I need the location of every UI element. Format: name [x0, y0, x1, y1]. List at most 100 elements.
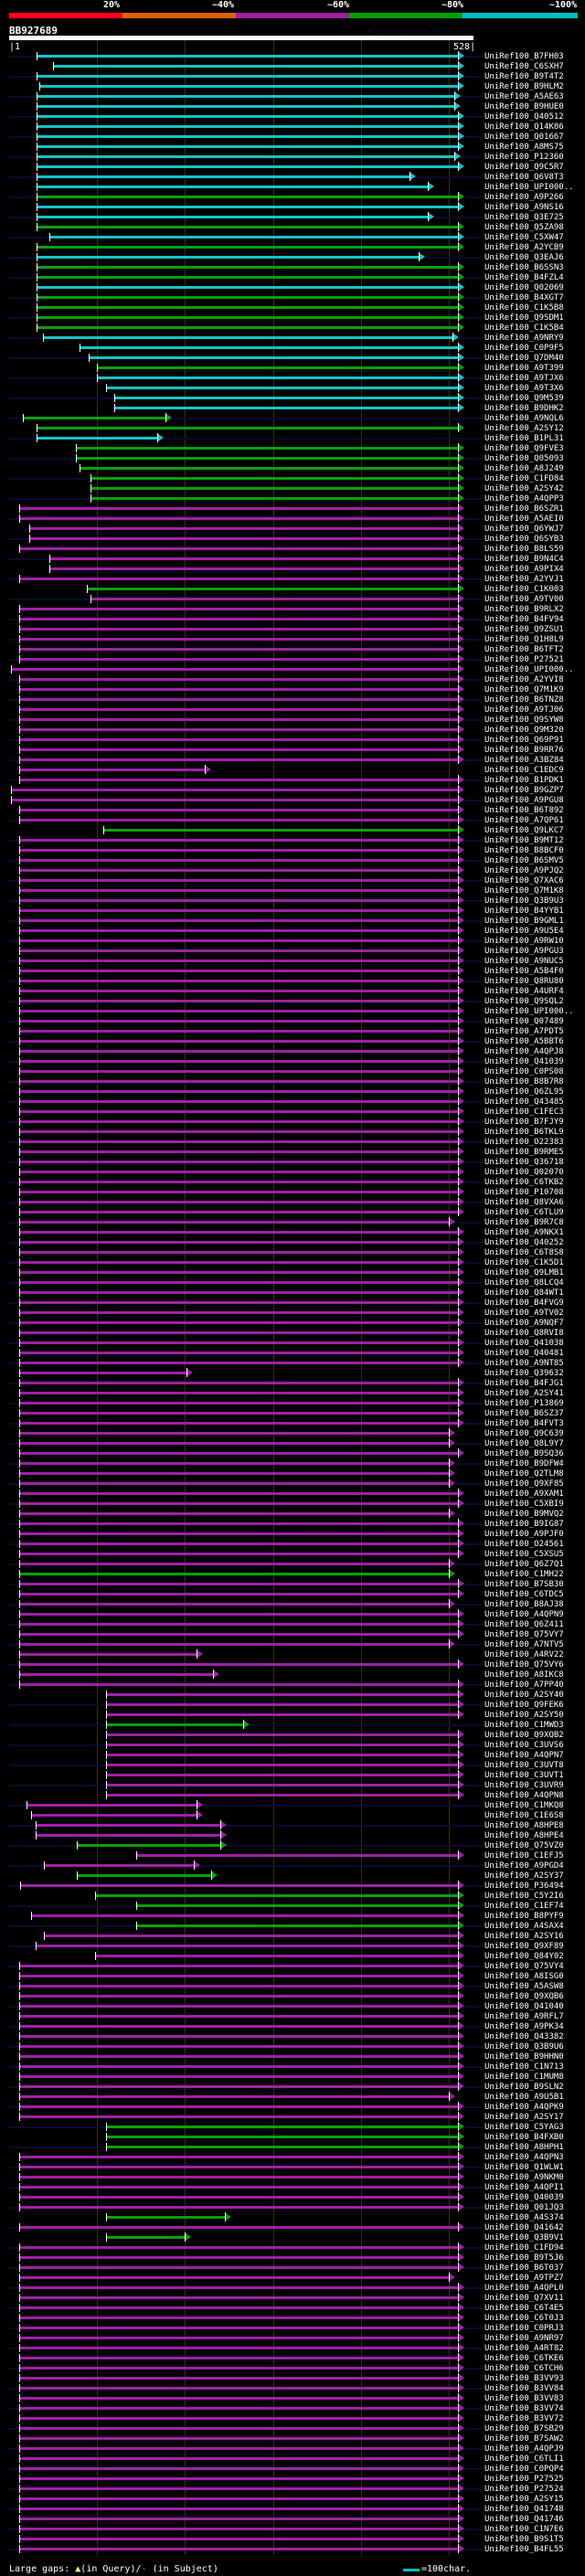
alignment-bar[interactable]	[18, 1643, 450, 1646]
hit-row[interactable]: UniRef100_B8BCF0	[0, 845, 585, 856]
hit-row[interactable]: UniRef100_UPI000..	[0, 182, 585, 193]
alignment-bar[interactable]	[18, 2397, 458, 2400]
hit-row[interactable]: UniRef100_A9TV00	[0, 594, 585, 605]
alignment-bar[interactable]	[18, 970, 458, 972]
hit-row[interactable]: UniRef100_A9PGD4	[0, 1860, 585, 1871]
hit-row[interactable]: UniRef100_C6T8S8	[0, 1247, 585, 1258]
hit-label[interactable]: UniRef100_B7SB29	[484, 2424, 564, 2433]
alignment-bar[interactable]	[36, 437, 157, 440]
hit-row[interactable]: UniRef100_C1K5B4	[0, 323, 585, 334]
hit-label[interactable]: UniRef100_C1MWD3	[484, 1721, 564, 1730]
hit-label[interactable]: UniRef100_B9HLM2	[484, 82, 564, 91]
hit-label[interactable]: UniRef100_A8J249	[484, 464, 564, 473]
hit-label[interactable]: UniRef100_O24561	[484, 1540, 564, 1549]
hit-label[interactable]: UniRef100_Q9XF89	[484, 1942, 564, 1951]
hit-label[interactable]: UniRef100_C6TKE6	[484, 2354, 564, 2363]
alignment-bar[interactable]	[44, 1935, 458, 1937]
hit-label[interactable]: UniRef100_B6T892	[484, 806, 564, 815]
hit-row[interactable]: UniRef100_Q9M320	[0, 725, 585, 736]
hit-label[interactable]: UniRef100_B9GZP7	[484, 786, 564, 795]
hit-label[interactable]: UniRef100_A9NS16	[484, 203, 564, 212]
hit-label[interactable]: UniRef100_B3VV83	[484, 2394, 564, 2403]
hit-label[interactable]: UniRef100_A8MS75	[484, 143, 564, 152]
hit-row[interactable]: UniRef100_C1EF74	[0, 1901, 585, 1912]
hit-label[interactable]: UniRef100_A9RW10	[484, 937, 564, 946]
hit-row[interactable]: UniRef100_C5YAG3	[0, 2122, 585, 2133]
alignment-bar[interactable]	[18, 2427, 458, 2430]
hit-row[interactable]: UniRef100_Q9XQB2	[0, 1730, 585, 1741]
hit-label[interactable]: UniRef100_A2SY42	[484, 484, 564, 493]
hit-row[interactable]: UniRef100_Q84Y02	[0, 1951, 585, 1962]
alignment-bar[interactable]	[18, 2316, 458, 2319]
alignment-bar[interactable]	[18, 1563, 450, 1565]
hit-row[interactable]: UniRef100_Q9C5R7	[0, 162, 585, 173]
hit-label[interactable]: UniRef100_Q02070	[484, 1168, 564, 1177]
alignment-bar[interactable]	[18, 2085, 458, 2088]
alignment-bar[interactable]	[18, 2246, 458, 2249]
hit-row[interactable]: UniRef100_B3VV74	[0, 2403, 585, 2414]
alignment-bar[interactable]	[18, 2286, 458, 2289]
hit-row[interactable]: UniRef100_A2SY17	[0, 2112, 585, 2123]
hit-row[interactable]: UniRef100_Q69P91	[0, 735, 585, 746]
alignment-bar[interactable]	[18, 1412, 458, 1415]
alignment-bar[interactable]	[31, 1914, 458, 1917]
hit-label[interactable]: UniRef100_A2SY16	[484, 1932, 564, 1941]
alignment-bar[interactable]	[18, 990, 458, 992]
alignment-bar[interactable]	[95, 1894, 458, 1897]
alignment-bar[interactable]	[18, 2055, 458, 2058]
alignment-bar[interactable]	[18, 1663, 458, 1666]
alignment-bar[interactable]	[97, 366, 458, 369]
alignment-bar[interactable]	[18, 1070, 458, 1073]
hit-row[interactable]: UniRef100_B9T5J6	[0, 2253, 585, 2263]
hit-label[interactable]: UniRef100_A5ASW8	[484, 1982, 564, 1991]
alignment-bar[interactable]	[36, 175, 410, 178]
alignment-bar[interactable]	[18, 1382, 458, 1384]
hit-label[interactable]: UniRef100_A4QPJ9	[484, 2444, 564, 2454]
alignment-bar[interactable]	[18, 2387, 458, 2390]
hit-row[interactable]: UniRef100_C6TLI1	[0, 2454, 585, 2465]
hit-row[interactable]: UniRef100_Q9XF89	[0, 1941, 585, 1952]
hit-row[interactable]: UniRef100_C3UVR9	[0, 1780, 585, 1791]
hit-label[interactable]: UniRef100_Q07489	[484, 1017, 564, 1026]
hit-row[interactable]: UniRef100_P12360	[0, 152, 585, 163]
hit-row[interactable]: UniRef100_A2SY16	[0, 1931, 585, 1942]
hit-row[interactable]: UniRef100_A9PK34	[0, 2021, 585, 2032]
hit-label[interactable]: UniRef100_A9PGU3	[484, 947, 564, 956]
hit-row[interactable]: UniRef100_B9N4C4	[0, 554, 585, 565]
alignment-bar[interactable]	[36, 135, 458, 138]
hit-label[interactable]: UniRef100_Q9SDM1	[484, 313, 564, 323]
hit-row[interactable]: UniRef100_A2SY15	[0, 2494, 585, 2505]
alignment-bar[interactable]	[76, 447, 458, 450]
alignment-bar[interactable]	[18, 909, 458, 912]
hit-label[interactable]: UniRef100_B8B7R8	[484, 1077, 564, 1087]
alignment-bar[interactable]	[18, 2206, 458, 2209]
alignment-bar[interactable]	[18, 758, 458, 761]
hit-label[interactable]: UniRef100_B9SQ36	[484, 1449, 564, 1458]
hit-row[interactable]: UniRef100_A4QPN7	[0, 1750, 585, 1761]
hit-row[interactable]: UniRef100_C1N7E6	[0, 2524, 585, 2535]
hit-row[interactable]: UniRef100_A9PGU8	[0, 795, 585, 806]
alignment-bar[interactable]	[135, 1854, 458, 1857]
hit-label[interactable]: UniRef100_P12360	[484, 153, 564, 162]
hit-label[interactable]: UniRef100_B1PL31	[484, 434, 564, 443]
hit-row[interactable]: UniRef100_Q8RU80	[0, 976, 585, 987]
alignment-bar[interactable]	[18, 1542, 458, 1545]
hit-label[interactable]: UniRef100_Q8RU80	[484, 977, 564, 986]
hit-label[interactable]: UniRef100_A3BZ84	[484, 756, 564, 765]
hit-label[interactable]: UniRef100_B6TKL9	[484, 1128, 564, 1137]
hit-label[interactable]: UniRef100_C1K5D1	[484, 1258, 564, 1267]
hit-label[interactable]: UniRef100_B9RLX2	[484, 605, 564, 614]
alignment-bar[interactable]	[18, 1120, 458, 1123]
alignment-bar[interactable]	[18, 2095, 450, 2098]
hit-row[interactable]: UniRef100_O22383	[0, 1137, 585, 1148]
hit-label[interactable]: UniRef100_Q3EAJ6	[484, 253, 564, 262]
hit-row[interactable]: UniRef100_Q9SDM1	[0, 313, 585, 323]
hit-label[interactable]: UniRef100_B9HHN0	[484, 2052, 564, 2062]
hit-label[interactable]: UniRef100_Q01667	[484, 133, 564, 142]
alignment-bar[interactable]	[18, 1140, 458, 1143]
hit-row[interactable]: UniRef100_B9SQ36	[0, 1448, 585, 1459]
alignment-bar[interactable]	[105, 2125, 458, 2128]
hit-label[interactable]: UniRef100_A9PGD4	[484, 1861, 564, 1871]
hit-row[interactable]: UniRef100_A5AEI0	[0, 514, 585, 525]
hit-label[interactable]: UniRef100_B8BCF0	[484, 846, 564, 855]
